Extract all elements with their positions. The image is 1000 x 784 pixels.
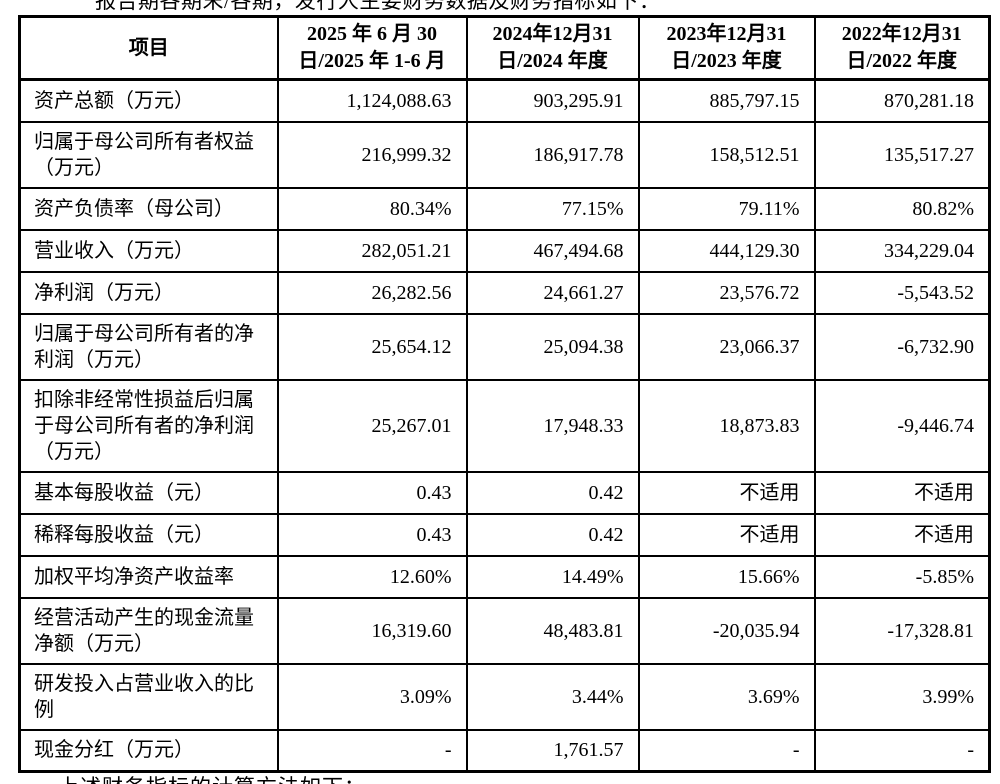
value-cell: 1,761.57: [465, 728, 640, 773]
row-label: 基本每股收益（元）: [18, 470, 279, 515]
value-cell: 467,494.68: [465, 228, 640, 273]
value-cell: 16,319.60: [276, 596, 468, 665]
table-row-deducted-net-profit: 扣除非经常性损益后归属于母公司所有者的净利润（万元） 25,267.01 17,…: [18, 378, 991, 473]
value-cell: 3.44%: [465, 662, 640, 731]
row-label: 扣除非经常性损益后归属于母公司所有者的净利润（万元）: [18, 378, 279, 473]
row-label: 稀释每股收益（元）: [18, 512, 279, 557]
value-cell: 158,512.51: [637, 120, 816, 189]
row-label: 研发投入占营业收入的比例: [18, 662, 279, 731]
table-row-parent-net-profit: 归属于母公司所有者的净利润（万元） 25,654.12 25,094.38 23…: [18, 312, 991, 381]
value-cell: 3.99%: [813, 662, 991, 731]
value-cell: 18,873.83: [637, 378, 816, 473]
value-cell: 885,797.15: [637, 78, 816, 123]
table-row-debt-ratio: 资产负债率（母公司） 80.34% 77.15% 79.11% 80.82%: [18, 186, 991, 231]
table-row-basic-eps: 基本每股收益（元） 0.43 0.42 不适用 不适用: [18, 470, 991, 515]
value-cell: -17,328.81: [813, 596, 991, 665]
value-cell: 23,066.37: [637, 312, 816, 381]
value-cell: -: [813, 728, 991, 773]
row-label: 加权平均净资产收益率: [18, 554, 279, 599]
table-row-net-profit: 净利润（万元） 26,282.56 24,661.27 23,576.72 -5…: [18, 270, 991, 315]
value-cell: 25,654.12: [276, 312, 468, 381]
value-cell: 0.43: [276, 512, 468, 557]
clipped-top-text-line: 报告期各期末/各期，发行人主要财务数据及财务指标如下：: [95, 0, 661, 13]
header-period-2024: 2024年12月31 日/2024 年度: [465, 15, 640, 81]
value-cell: 77.15%: [465, 186, 640, 231]
value-cell: 不适用: [637, 470, 816, 515]
value-cell: 282,051.21: [276, 228, 468, 273]
value-cell: 0.42: [465, 512, 640, 557]
value-cell: 3.09%: [276, 662, 468, 731]
value-cell: 48,483.81: [465, 596, 640, 665]
value-cell: 80.82%: [813, 186, 991, 231]
value-cell: 17,948.33: [465, 378, 640, 473]
value-cell: 3.69%: [637, 662, 816, 731]
value-cell: 不适用: [637, 512, 816, 557]
table-row-total-assets: 资产总额（万元） 1,124,088.63 903,295.91 885,797…: [18, 78, 991, 123]
value-cell: 12.60%: [276, 554, 468, 599]
table-row-operating-cash-flow: 经营活动产生的现金流量净额（万元） 16,319.60 48,483.81 -2…: [18, 596, 991, 665]
value-cell: 334,229.04: [813, 228, 991, 273]
value-cell: -20,035.94: [637, 596, 816, 665]
value-cell: 不适用: [813, 512, 991, 557]
value-cell: 不适用: [813, 470, 991, 515]
row-label: 净利润（万元）: [18, 270, 279, 315]
financial-indicators-table: 项目 2025 年 6 月 30 日/2025 年 1-6 月 2024年12月…: [18, 15, 991, 773]
row-label: 经营活动产生的现金流量净额（万元）: [18, 596, 279, 665]
value-cell: 186,917.78: [465, 120, 640, 189]
row-label: 资产总额（万元）: [18, 78, 279, 123]
row-label: 归属于母公司所有者的净利润（万元）: [18, 312, 279, 381]
value-cell: 0.42: [465, 470, 640, 515]
value-cell: 15.66%: [637, 554, 816, 599]
header-period-2025: 2025 年 6 月 30 日/2025 年 1-6 月: [276, 15, 468, 81]
header-period-2023: 2023年12月31 日/2023 年度: [637, 15, 816, 81]
table-row-rd-ratio: 研发投入占营业收入的比例 3.09% 3.44% 3.69% 3.99%: [18, 662, 991, 731]
value-cell: 870,281.18: [813, 78, 991, 123]
value-cell: 24,661.27: [465, 270, 640, 315]
value-cell: -: [637, 728, 816, 773]
value-cell: 0.43: [276, 470, 468, 515]
row-label: 营业收入（万元）: [18, 228, 279, 273]
value-cell: -9,446.74: [813, 378, 991, 473]
table-row-parent-equity: 归属于母公司所有者权益（万元） 216,999.32 186,917.78 15…: [18, 120, 991, 189]
value-cell: 79.11%: [637, 186, 816, 231]
table-row-revenue: 营业收入（万元） 282,051.21 467,494.68 444,129.3…: [18, 228, 991, 273]
value-cell: -5,543.52: [813, 270, 991, 315]
value-cell: 1,124,088.63: [276, 78, 468, 123]
value-cell: 26,282.56: [276, 270, 468, 315]
value-cell: -: [276, 728, 468, 773]
value-cell: -6,732.90: [813, 312, 991, 381]
value-cell: 80.34%: [276, 186, 468, 231]
row-label: 现金分红（万元）: [18, 728, 279, 773]
value-cell: 25,267.01: [276, 378, 468, 473]
value-cell: 444,129.30: [637, 228, 816, 273]
value-cell: 216,999.32: [276, 120, 468, 189]
clipped-bottom-text-line: 上述财务指标的计算方法如下：: [58, 771, 366, 784]
header-period-2022: 2022年12月31 日/2022 年度: [813, 15, 991, 81]
value-cell: 14.49%: [465, 554, 640, 599]
header-row: 项目 2025 年 6 月 30 日/2025 年 1-6 月 2024年12月…: [18, 15, 991, 81]
value-cell: 23,576.72: [637, 270, 816, 315]
header-item-column: 项目: [18, 15, 279, 81]
value-cell: -5.85%: [813, 554, 991, 599]
value-cell: 25,094.38: [465, 312, 640, 381]
table-row-diluted-eps: 稀释每股收益（元） 0.43 0.42 不适用 不适用: [18, 512, 991, 557]
table-row-weighted-roe: 加权平均净资产收益率 12.60% 14.49% 15.66% -5.85%: [18, 554, 991, 599]
value-cell: 135,517.27: [813, 120, 991, 189]
value-cell: 903,295.91: [465, 78, 640, 123]
row-label: 归属于母公司所有者权益（万元）: [18, 120, 279, 189]
row-label: 资产负债率（母公司）: [18, 186, 279, 231]
table-row-cash-dividend: 现金分红（万元） - 1,761.57 - -: [18, 728, 991, 773]
